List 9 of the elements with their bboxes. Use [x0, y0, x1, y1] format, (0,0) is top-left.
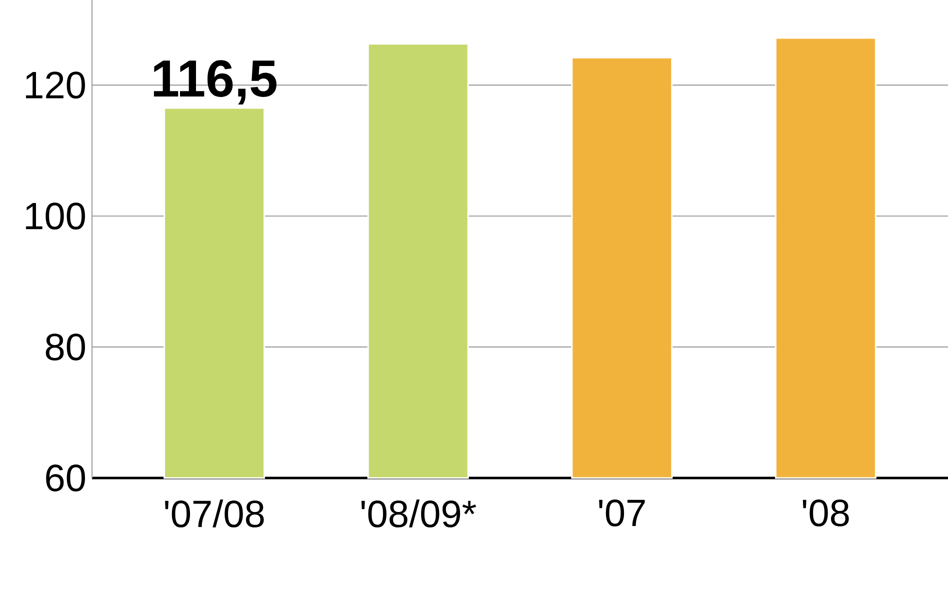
- x-tick-label: '07/08: [165, 500, 264, 528]
- y-tick-label: 80: [46, 334, 85, 360]
- y-tick-label: 100: [26, 202, 85, 230]
- y-tick-label: 60: [46, 464, 85, 492]
- data-label: 116,5: [154, 60, 276, 104]
- x-tick-label: '08: [802, 500, 849, 526]
- x-tick-label: '07: [599, 500, 645, 526]
- y-tick-label: 120: [26, 72, 85, 99]
- x-tick-label: '08/09*: [361, 500, 476, 528]
